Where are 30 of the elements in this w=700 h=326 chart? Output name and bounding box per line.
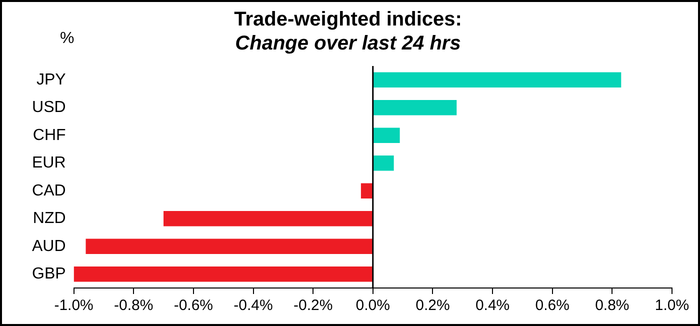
x-tick-label: -0.8% — [114, 297, 154, 314]
x-tick-label: 1.0% — [654, 297, 690, 314]
bar — [373, 100, 457, 116]
chart-subtitle: Change over last 24 hrs — [235, 32, 461, 55]
bar — [74, 266, 372, 282]
x-tick-label: 0.6% — [535, 297, 570, 314]
y-tick-label: CAD — [32, 182, 66, 200]
bar — [360, 183, 372, 199]
bar — [373, 72, 622, 88]
bar — [373, 128, 400, 144]
y-tick-label: CHF — [32, 126, 66, 144]
chart-title: Trade-weighted indices: — [234, 8, 462, 31]
x-tick-label: -0.4% — [234, 297, 273, 314]
x-tick-label: -1.0% — [54, 297, 94, 314]
bar — [164, 210, 372, 226]
x-tick-label: -0.6% — [174, 297, 214, 314]
y-tick-label: AUD — [32, 238, 66, 255]
x-tick-label: 0.4% — [475, 297, 510, 314]
bar — [373, 155, 394, 171]
x-tick-label: 0.2% — [416, 297, 450, 314]
x-tick-label: 0.8% — [595, 297, 630, 314]
y-tick-label: USD — [32, 99, 66, 116]
y-tick-label: GBP — [32, 266, 66, 283]
bar — [86, 238, 372, 254]
x-tick-label: 0.0% — [356, 297, 390, 314]
y-axis-title: % — [60, 30, 74, 48]
y-tick-label: JPY — [36, 71, 66, 88]
x-tick-label: -0.2% — [293, 297, 333, 314]
y-tick-label: EUR — [32, 154, 66, 172]
y-tick-label: NZD — [32, 210, 66, 228]
